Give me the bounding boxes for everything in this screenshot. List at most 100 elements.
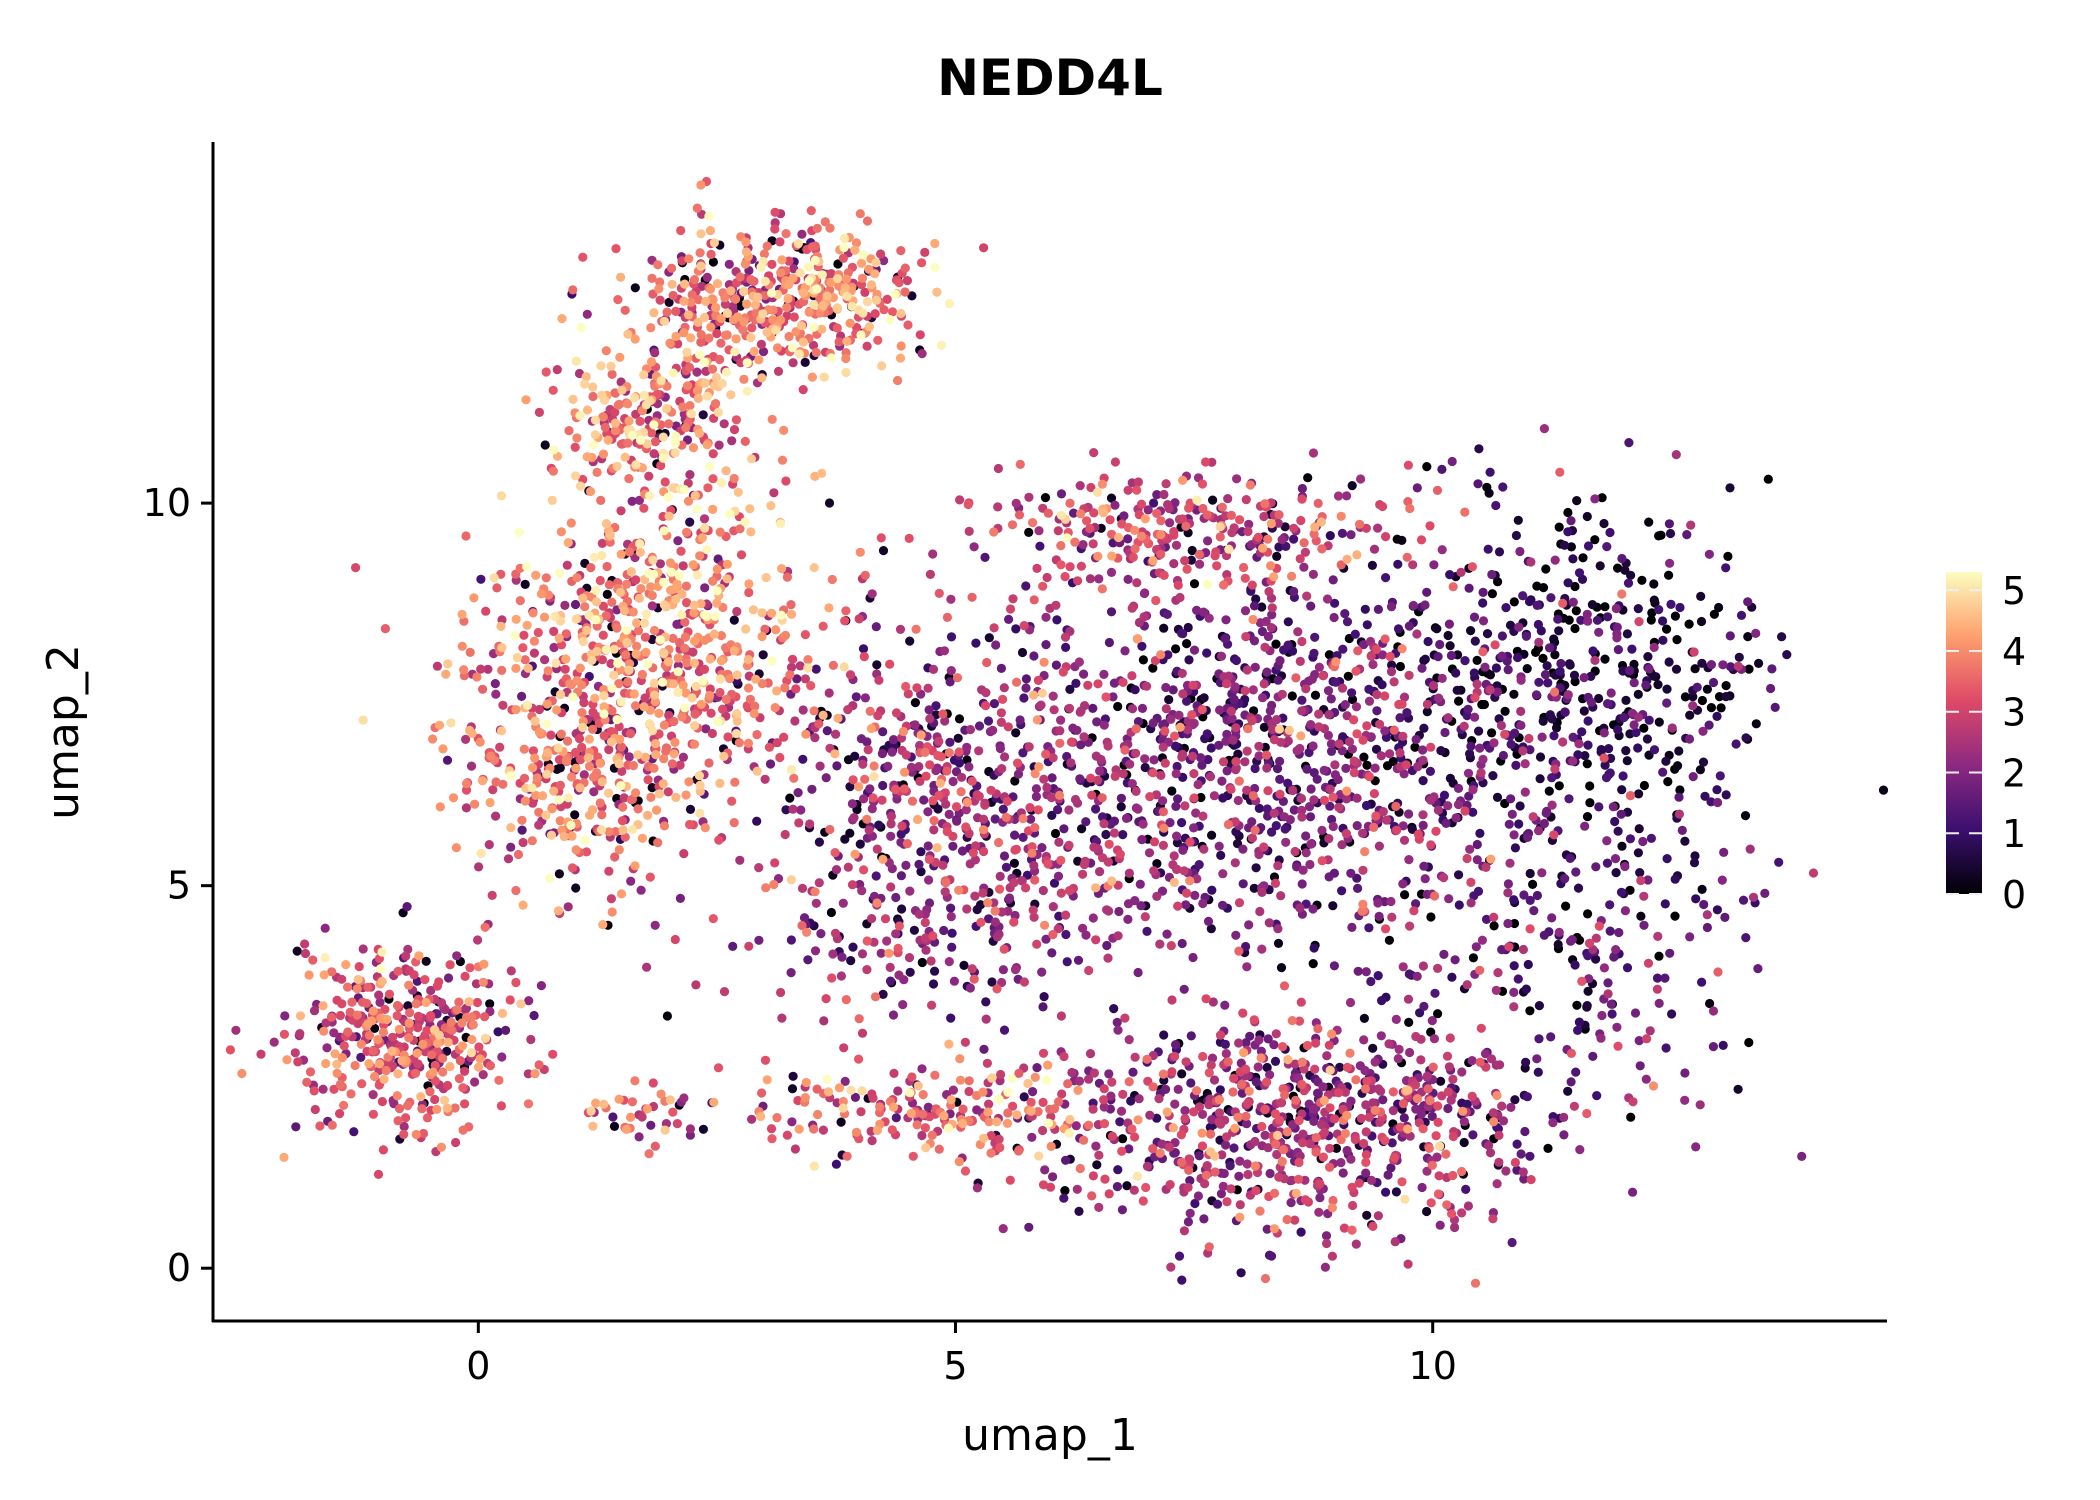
data-point (704, 333, 714, 343)
data-point (1418, 820, 1428, 831)
data-point (704, 758, 714, 768)
data-point (928, 931, 938, 941)
data-point (916, 867, 926, 877)
data-point (788, 358, 798, 368)
data-point (472, 997, 482, 1008)
data-point (646, 428, 657, 438)
data-point (1708, 677, 1719, 688)
data-point (1371, 744, 1382, 754)
data-point (1639, 723, 1649, 733)
data-point (678, 752, 689, 762)
data-point (1506, 739, 1516, 750)
data-point (1140, 762, 1150, 773)
data-point (1256, 1046, 1266, 1056)
data-point (1360, 604, 1370, 614)
data-point (1112, 1182, 1122, 1192)
data-point (857, 1028, 868, 1038)
data-point (1072, 725, 1082, 735)
data-point (607, 369, 617, 379)
data-point (1626, 1112, 1636, 1122)
data-point (1613, 826, 1623, 836)
data-point (1231, 757, 1241, 767)
data-point (1243, 526, 1253, 537)
data-point (1148, 663, 1158, 673)
data-point (1158, 796, 1168, 806)
data-point (1103, 741, 1113, 751)
data-point (470, 1077, 480, 1087)
data-point (1597, 493, 1607, 503)
data-point (1325, 531, 1335, 541)
data-point (1061, 910, 1071, 920)
data-point (1267, 827, 1277, 837)
data-point (1099, 1084, 1109, 1094)
data-point (1522, 1092, 1532, 1102)
data-point (893, 1086, 903, 1096)
data-point (1583, 616, 1593, 626)
data-point (1446, 1095, 1456, 1105)
data-point (1190, 1198, 1200, 1209)
data-point (964, 526, 974, 537)
data-point (1398, 962, 1408, 972)
data-point (1193, 779, 1203, 790)
data-point (965, 725, 976, 735)
data-point (1099, 819, 1109, 829)
data-point (1573, 1025, 1583, 1035)
data-point (1047, 773, 1057, 783)
data-point (787, 1117, 797, 1127)
data-point (460, 1099, 470, 1109)
data-point (1405, 1047, 1415, 1058)
data-point (873, 335, 883, 345)
data-point (914, 762, 924, 772)
data-point (1032, 1063, 1042, 1073)
data-point (1388, 756, 1398, 767)
data-point (1538, 653, 1548, 664)
data-point (840, 1076, 850, 1086)
data-point (1362, 721, 1372, 731)
data-point (1578, 553, 1588, 563)
data-point (1443, 630, 1453, 641)
data-point (1489, 912, 1499, 922)
data-point (1425, 1096, 1435, 1106)
data-point (1583, 716, 1593, 726)
data-point (803, 955, 813, 965)
data-point (1580, 751, 1590, 761)
data-point (513, 849, 524, 860)
data-point (907, 1072, 917, 1082)
data-point (1005, 1175, 1015, 1185)
data-point (1570, 960, 1580, 970)
data-point (1223, 494, 1233, 504)
data-point (1647, 608, 1657, 618)
data-point (1009, 858, 1020, 868)
data-point (1295, 903, 1305, 913)
data-point (1436, 1076, 1446, 1086)
data-point (1066, 758, 1076, 768)
data-point (1532, 890, 1542, 901)
data-point (1433, 1009, 1443, 1019)
data-point (1250, 783, 1260, 794)
data-point (1170, 731, 1180, 741)
data-point (1648, 671, 1658, 681)
data-point (1124, 1077, 1134, 1087)
data-point (1345, 997, 1356, 1008)
data-point (1606, 999, 1616, 1009)
data-point (1177, 1275, 1187, 1285)
data-point (925, 714, 935, 724)
data-point (1204, 1242, 1214, 1252)
data-point (1443, 801, 1453, 811)
data-point (1229, 1143, 1239, 1153)
data-point (721, 694, 731, 705)
data-point (1525, 895, 1535, 906)
data-point (1059, 1051, 1069, 1062)
data-point (1266, 1251, 1277, 1261)
data-point (1572, 1000, 1582, 1010)
data-point (1296, 515, 1306, 526)
data-point (1167, 1067, 1177, 1077)
data-point (681, 423, 691, 433)
data-point (1441, 1149, 1451, 1159)
data-point (455, 1056, 465, 1066)
data-point (1243, 1098, 1253, 1109)
data-point (1161, 704, 1171, 714)
data-point (917, 349, 927, 359)
data-point (563, 736, 573, 746)
data-point (1633, 743, 1643, 753)
